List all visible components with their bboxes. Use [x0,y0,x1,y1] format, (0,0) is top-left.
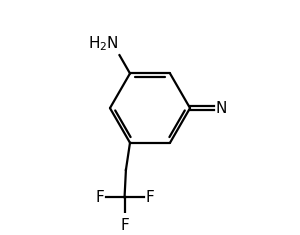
Text: H$_2$N: H$_2$N [88,34,118,53]
Text: N: N [216,101,227,116]
Text: F: F [95,190,104,205]
Text: F: F [120,218,129,233]
Text: F: F [145,190,154,205]
